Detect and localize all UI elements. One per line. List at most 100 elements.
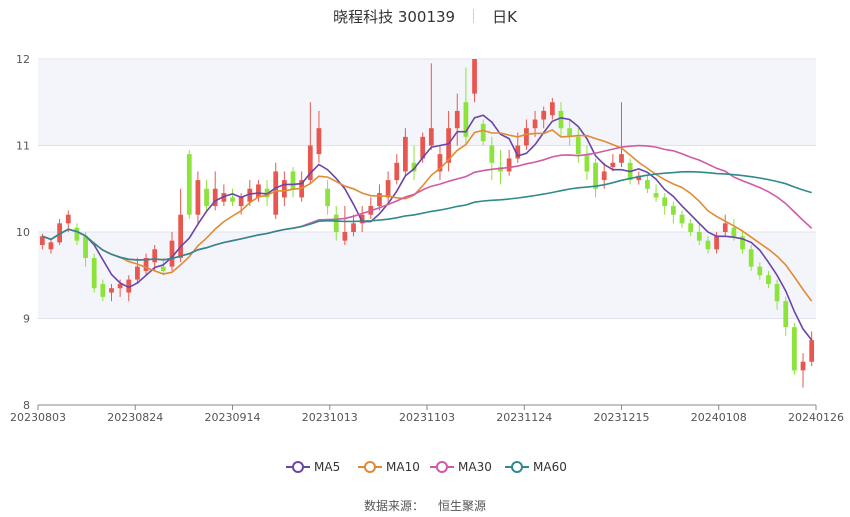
candle-body xyxy=(307,145,313,181)
chart-title: 晓程科技 300139 日K xyxy=(0,6,850,27)
candle-body xyxy=(117,283,123,289)
legend-item-ma10[interactable]: MA10 xyxy=(358,460,420,474)
candle-body xyxy=(809,340,815,362)
ma60-line xyxy=(42,170,812,261)
candle xyxy=(428,63,434,150)
stock-name-code: 晓程科技 300139 xyxy=(333,8,456,26)
legend-circle-icon xyxy=(436,461,448,473)
plot-band xyxy=(38,232,816,319)
candle-body xyxy=(722,223,728,232)
plot-band xyxy=(38,59,816,146)
candle-body xyxy=(610,162,616,168)
candle-body xyxy=(532,119,538,129)
candle xyxy=(83,232,88,267)
legend-label: MA5 xyxy=(314,460,340,474)
candle-body xyxy=(593,162,598,189)
candle xyxy=(403,128,408,176)
legend-label: MA30 xyxy=(458,460,492,474)
candle xyxy=(722,214,728,237)
legend-item-ma60[interactable]: MA60 xyxy=(505,460,567,474)
candle-body xyxy=(619,154,624,163)
legend-item-ma30[interactable]: MA30 xyxy=(430,460,492,474)
candle-body xyxy=(731,227,737,237)
candle-body xyxy=(472,59,477,94)
candle-body xyxy=(428,128,434,146)
y-tick-label: 11 xyxy=(16,140,30,153)
candle-body xyxy=(204,188,209,207)
candle-body xyxy=(774,283,780,302)
candle xyxy=(489,136,495,181)
candle-body xyxy=(498,167,503,172)
candle xyxy=(584,145,590,181)
candle-body xyxy=(195,180,201,215)
candle xyxy=(766,270,771,289)
candle-body xyxy=(584,154,590,172)
x-tick-label: 20231215 xyxy=(594,411,650,424)
x-axis: 20230803 20230824 20230914 20231013 20231103… xyxy=(10,404,844,424)
candle-body xyxy=(385,180,391,198)
candle-body xyxy=(688,223,694,232)
candle-body xyxy=(792,327,797,371)
candle-body xyxy=(186,154,192,215)
candle xyxy=(377,184,382,211)
candle xyxy=(437,145,443,181)
y-tick-label: 10 xyxy=(16,226,30,239)
period-label[interactable]: 日K xyxy=(492,8,517,26)
candle-body xyxy=(670,206,676,215)
candle xyxy=(653,184,659,202)
candle xyxy=(204,180,209,211)
candle-body xyxy=(757,266,763,276)
candle xyxy=(212,171,218,211)
candle xyxy=(480,119,486,146)
candle-body xyxy=(480,123,486,142)
x-tick-label: 20230824 xyxy=(107,411,163,424)
candle-body xyxy=(567,128,573,137)
title-separator xyxy=(473,9,475,23)
data-source: 数据来源： 恒生聚源 xyxy=(0,497,850,514)
candle xyxy=(454,93,460,146)
candle-body xyxy=(541,110,547,120)
candle-body xyxy=(281,180,287,198)
x-tick-label: 20240126 xyxy=(788,411,844,424)
candle-body xyxy=(152,249,158,263)
candle-body xyxy=(39,236,45,245)
candle-body xyxy=(558,110,564,129)
legend-item-ma5[interactable]: MA5 xyxy=(286,460,340,474)
candle xyxy=(575,128,581,163)
candle xyxy=(705,236,711,254)
candle-body xyxy=(238,197,244,207)
legend-label: MA10 xyxy=(386,460,420,474)
candle xyxy=(472,59,477,103)
candle-body xyxy=(83,236,88,258)
candle xyxy=(290,167,296,198)
candle xyxy=(662,193,668,215)
candle xyxy=(195,171,201,224)
candle-body xyxy=(178,214,184,258)
candle xyxy=(152,244,158,271)
candle-body xyxy=(74,227,80,241)
y-tick-label: 9 xyxy=(23,313,30,326)
candle xyxy=(394,154,400,185)
candle xyxy=(463,67,469,146)
candle xyxy=(143,253,149,276)
candle xyxy=(679,210,685,228)
candle-body xyxy=(333,214,339,232)
candle-body xyxy=(549,102,555,116)
candle-body xyxy=(160,266,166,271)
moving-averages xyxy=(42,114,813,341)
candle xyxy=(792,322,797,375)
candle xyxy=(160,257,166,276)
candle xyxy=(91,253,97,293)
candle-body xyxy=(411,162,417,172)
y-tick-label: 8 xyxy=(23,399,30,412)
candle xyxy=(809,331,815,367)
candle-body xyxy=(463,102,469,137)
candle-body xyxy=(437,154,443,172)
x-tick-label: 20231103 xyxy=(399,411,455,424)
candle-body xyxy=(100,283,106,297)
candle-body xyxy=(169,240,175,267)
candle xyxy=(774,279,780,310)
legend: MA5 MA10 MA30 MA60 xyxy=(286,460,567,474)
plot-background xyxy=(38,59,816,319)
x-tick-label: 20230803 xyxy=(10,411,66,424)
